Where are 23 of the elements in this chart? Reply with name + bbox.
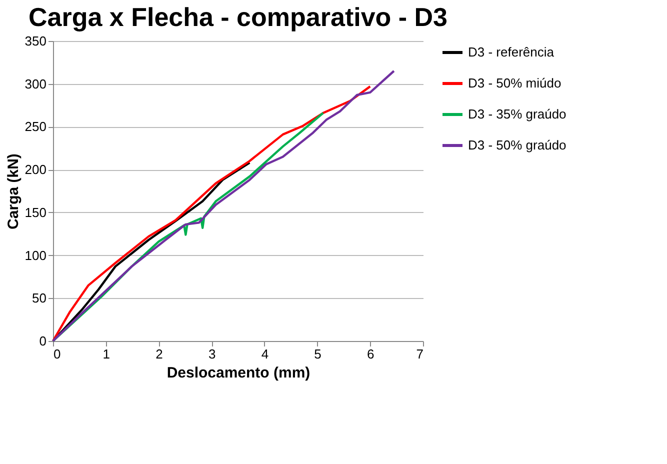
y-tick-label: 200 bbox=[24, 162, 46, 178]
legend-label: D3 - 50% graúdo bbox=[468, 138, 566, 152]
y-tick-label: 300 bbox=[24, 76, 46, 92]
x-tick-label: 1 bbox=[102, 346, 110, 362]
y-axis-title: Carga (kN) bbox=[4, 154, 22, 230]
x-tick-label: 5 bbox=[314, 346, 322, 362]
x-tick-label: 7 bbox=[416, 346, 424, 362]
y-tick-label: 0 bbox=[39, 334, 46, 348]
legend-label: D3 - referência bbox=[468, 44, 555, 60]
chart-title: Carga x Flecha - comparativo - D3 bbox=[28, 2, 448, 32]
x-tick-label: 0 bbox=[54, 346, 61, 362]
y-tick-label: 250 bbox=[24, 119, 46, 134]
y-tick-label: 150 bbox=[24, 204, 46, 220]
x-tick-label: 4 bbox=[261, 346, 269, 362]
y-tick-label: 100 bbox=[24, 248, 46, 263]
y-tick-label: 350 bbox=[24, 34, 46, 48]
legend-label: D3 - 50% miúdo bbox=[468, 76, 562, 90]
legend-label: D3 - 35% graúdo bbox=[468, 106, 566, 122]
x-tick-label: 3 bbox=[208, 346, 216, 362]
x-tick-label: 2 bbox=[156, 346, 163, 362]
y-tick-label: 50 bbox=[32, 290, 46, 306]
x-axis-title: Deslocamento (mm) bbox=[166, 364, 310, 382]
x-tick-label: 6 bbox=[367, 346, 374, 362]
